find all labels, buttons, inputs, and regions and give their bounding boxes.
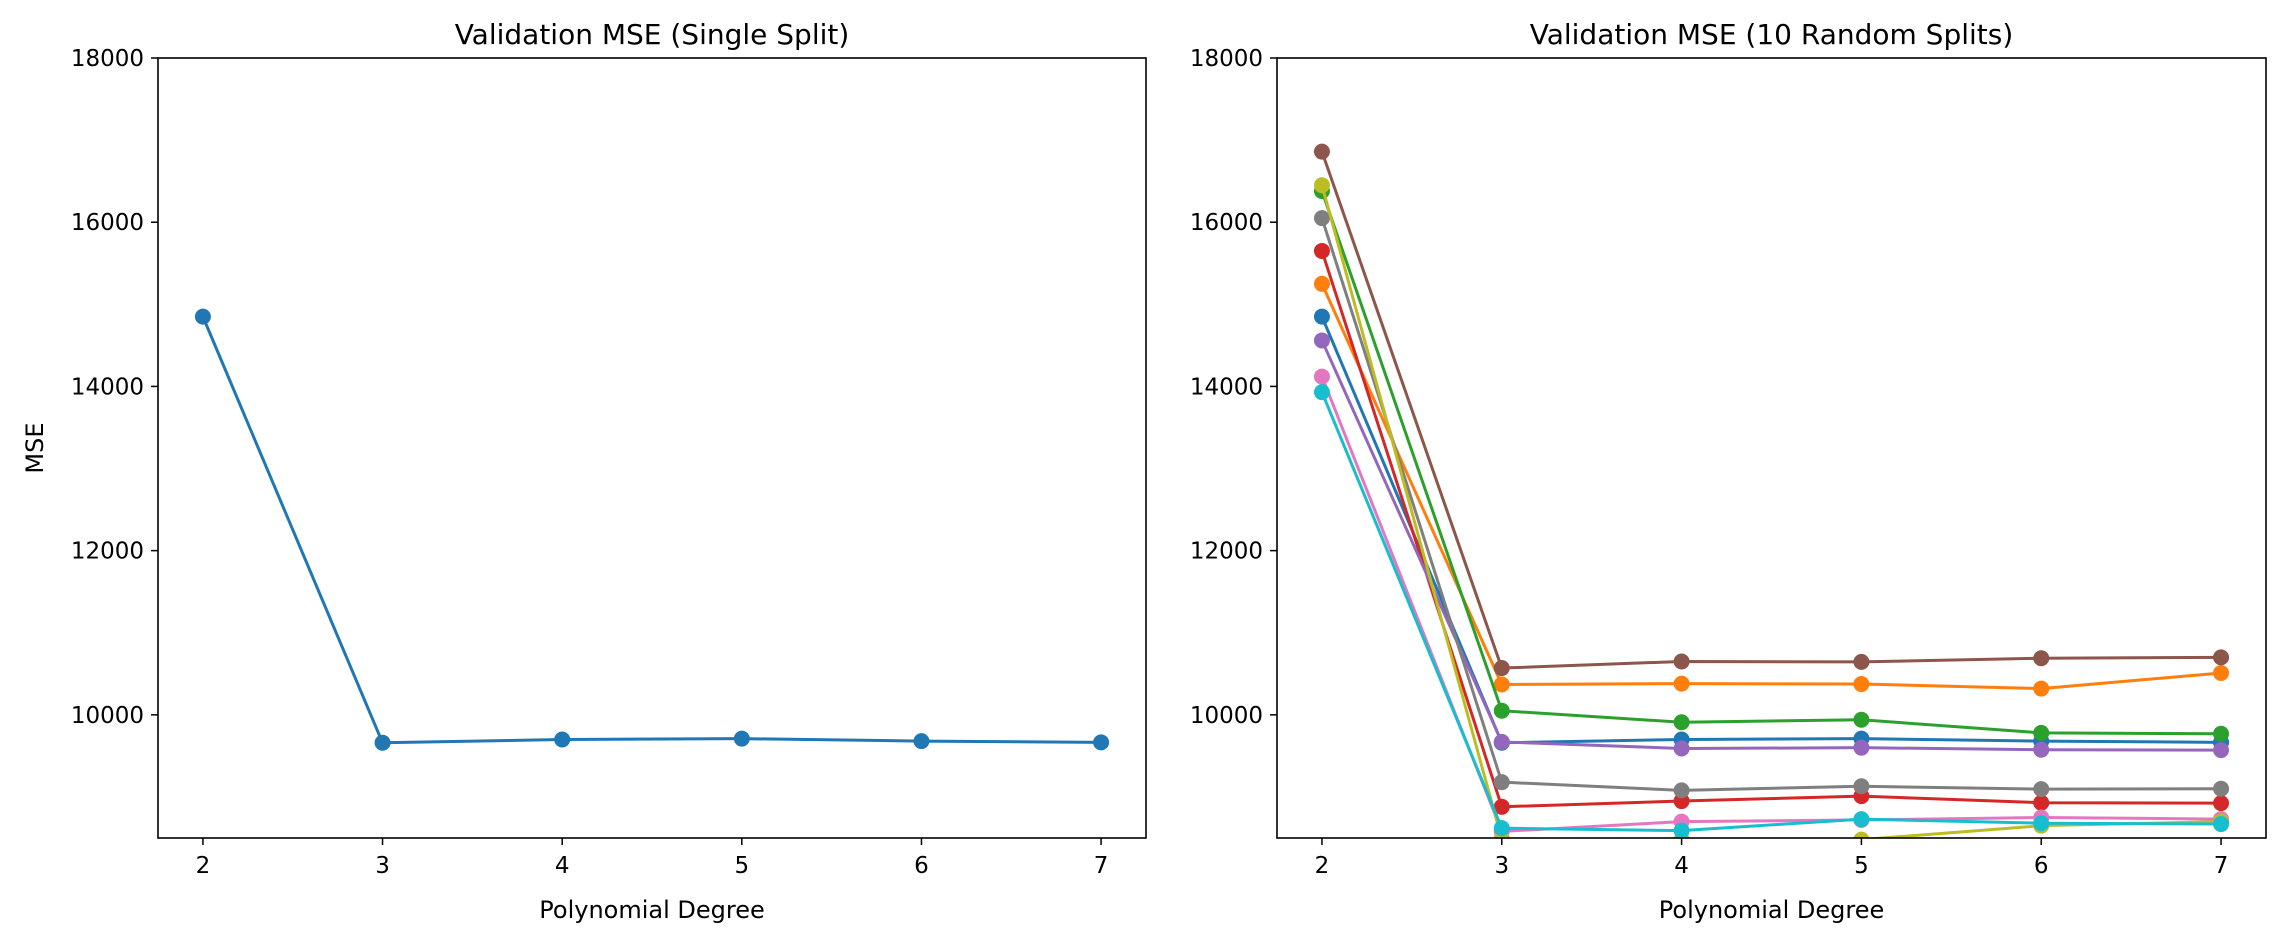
data-point <box>1853 653 1870 670</box>
data-point <box>913 733 930 750</box>
series-line-5 <box>1320 339 2222 752</box>
data-point <box>2033 680 2050 697</box>
chart-title: Validation MSE (Single Split) <box>455 18 850 51</box>
data-point <box>194 308 211 325</box>
data-point <box>2033 650 2050 667</box>
x-tick-label: 3 <box>1494 853 1509 879</box>
y-tick-label: 16000 <box>1190 210 1263 236</box>
data-point <box>2033 741 2050 758</box>
chart-title: Validation MSE (10 Random Splits) <box>1530 18 2014 51</box>
x-tick-label: 5 <box>1854 853 1869 879</box>
data-point <box>2033 724 2050 741</box>
x-tick-label: 6 <box>914 853 929 879</box>
data-point <box>1493 798 1510 815</box>
data-point <box>2033 815 2050 832</box>
series-line-8 <box>1320 217 2222 792</box>
data-point <box>1313 177 1330 194</box>
data-point <box>1493 702 1510 719</box>
plot-area <box>194 308 1110 751</box>
data-point <box>2033 794 2050 811</box>
data-point <box>1313 332 1330 349</box>
x-tick-label: 5 <box>734 853 749 879</box>
data-point <box>1313 210 1330 227</box>
data-point <box>2213 780 2230 797</box>
series-line-7 <box>1320 376 2222 833</box>
x-tick-label: 7 <box>1094 853 1109 879</box>
data-point <box>1313 368 1330 385</box>
data-point <box>1313 242 1330 259</box>
y-tick-label: 18000 <box>71 46 144 72</box>
data-point <box>1093 734 1110 751</box>
x-tick-label: 3 <box>375 853 390 879</box>
data-point <box>1493 660 1510 677</box>
data-point <box>1853 711 1870 728</box>
y-tick-label: 18000 <box>1190 46 1263 72</box>
data-point <box>1493 774 1510 791</box>
data-point <box>733 730 750 747</box>
series-line-2 <box>1320 283 2222 691</box>
data-point <box>2213 742 2230 759</box>
x-tick-label: 6 <box>2034 853 2049 879</box>
x-tick-label: 2 <box>1315 853 1330 879</box>
x-tick-label: 4 <box>555 853 570 879</box>
x-axis-label: Polynomial Degree <box>539 896 764 924</box>
y-tick-label: 10000 <box>1190 703 1263 729</box>
series-line-1 <box>201 316 1102 745</box>
data-point <box>1313 275 1330 292</box>
axes-frame <box>1276 57 2267 839</box>
x-tick-label: 4 <box>1674 853 1689 879</box>
chart-single-split: Validation MSE (Single Split) Polynomial … <box>21 18 1147 924</box>
y-tick-label: 12000 <box>71 539 144 565</box>
data-point <box>1853 676 1870 693</box>
data-point <box>1673 675 1690 692</box>
data-point <box>1673 740 1690 757</box>
series-line-10 <box>1320 391 2222 833</box>
data-point <box>2213 725 2230 742</box>
data-point <box>2213 816 2230 833</box>
data-point <box>1313 143 1330 160</box>
data-point <box>1493 676 1510 693</box>
axes-frame <box>157 57 1147 839</box>
series-line-9 <box>1320 184 2222 838</box>
data-point <box>374 734 391 751</box>
data-point <box>2213 664 2230 681</box>
y-tick-label: 16000 <box>71 210 144 236</box>
data-point <box>1673 714 1690 731</box>
x-tick-label: 2 <box>196 853 211 879</box>
chart-random-splits: Validation MSE (10 Random Splits) Polynom… <box>1190 18 2267 924</box>
data-point <box>1853 778 1870 795</box>
data-point <box>1853 739 1870 756</box>
data-point <box>1493 820 1510 837</box>
series-line-6 <box>1320 151 2222 670</box>
y-axis-label: MSE <box>21 422 49 473</box>
data-point <box>1313 308 1330 325</box>
data-point <box>1673 653 1690 670</box>
plot-area <box>1313 143 2230 838</box>
data-point <box>1673 782 1690 799</box>
data-point <box>2033 781 2050 798</box>
data-point <box>1673 822 1690 838</box>
data-point <box>1313 384 1330 401</box>
data-point <box>1853 831 1870 838</box>
data-point <box>554 731 571 748</box>
data-point <box>1493 733 1510 750</box>
y-tick-label: 14000 <box>1190 374 1263 400</box>
x-tick-label: 7 <box>2214 853 2229 879</box>
series-line-4 <box>1320 250 2222 809</box>
data-point <box>2213 795 2230 812</box>
data-point <box>2213 649 2230 666</box>
data-point <box>1853 811 1870 828</box>
y-tick-label: 14000 <box>71 374 144 400</box>
y-tick-label: 12000 <box>1190 539 1263 565</box>
series-line-3 <box>1320 190 2222 736</box>
y-tick-label: 10000 <box>71 703 144 729</box>
x-axis-label: Polynomial Degree <box>1659 896 1884 924</box>
